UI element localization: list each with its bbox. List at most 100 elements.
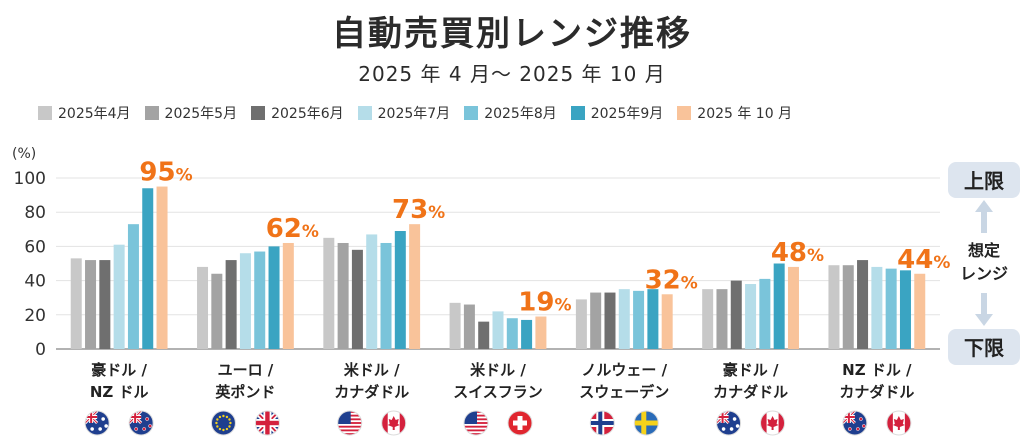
peak-label-suffix: % — [807, 246, 824, 266]
ca-flag-body — [381, 411, 406, 435]
us-flag-body — [337, 411, 362, 435]
bar — [99, 260, 111, 349]
category-label: 米ドル / — [344, 361, 400, 379]
au-flag — [716, 410, 742, 436]
peak-label-value: 48 — [771, 238, 807, 268]
legend: 2025年4月 2025年5月 2025年6月 2025年7月 2025年8月 2025年… — [38, 100, 998, 126]
us-flag-shape — [464, 429, 488, 432]
peak-label-suffix: % — [428, 203, 445, 223]
bar — [716, 289, 728, 349]
bar — [759, 278, 771, 349]
ca-flag — [381, 410, 407, 436]
y-tick-label: 40 — [24, 272, 46, 292]
bar — [254, 251, 266, 349]
eu-flag-shape — [215, 421, 218, 425]
peak-label-value: 44 — [897, 245, 933, 275]
nz-flag-shape — [859, 417, 863, 421]
chart-subtitle: 2025 年 4 月～ 2025 年 10 月 — [358, 62, 666, 86]
ch-flag — [507, 410, 533, 436]
bar — [828, 265, 840, 349]
arrow-down-icon — [975, 293, 993, 326]
expected-range-label-line1: 想定 — [967, 241, 1000, 260]
au-flag — [84, 410, 110, 436]
au-flag-part — [84, 410, 110, 436]
legend-item: 2025年4月 — [38, 103, 131, 123]
peak-label-value: 73 — [392, 195, 428, 225]
au-flag-part — [716, 410, 742, 436]
eu-flag-part — [210, 410, 236, 436]
bar — [225, 260, 237, 349]
peak-label: 44% — [897, 245, 950, 275]
bar — [492, 311, 504, 349]
us-flag-body — [464, 411, 488, 435]
lower-limit-label: 下限 — [964, 336, 1004, 360]
eu-flag-shape — [218, 415, 222, 419]
legend-label: 2025年4月 — [58, 106, 131, 122]
peak-label: 32% — [645, 265, 698, 295]
nz-flag-shape — [145, 417, 149, 421]
category-label: カナダドル — [334, 383, 409, 401]
ca-flag-body — [886, 411, 911, 435]
us-flag-part — [337, 410, 363, 436]
bar — [282, 242, 294, 349]
bar — [871, 266, 883, 349]
ca-flag-shape — [387, 416, 400, 430]
category-label: 英ポンド — [215, 383, 275, 401]
peak-label: 19% — [518, 288, 571, 318]
bar — [730, 280, 742, 349]
y-tick-label: 60 — [24, 237, 46, 257]
legend-swatch — [251, 106, 266, 120]
bar — [323, 237, 335, 349]
eu-flag — [210, 410, 236, 436]
legend-label: 2025年5月 — [164, 106, 238, 122]
ca-flag — [760, 410, 786, 436]
eu-flag-shape — [228, 425, 231, 428]
legend-label: 2025年9月 — [590, 106, 664, 122]
bar — [366, 234, 378, 349]
bar — [268, 246, 280, 349]
legend-item: 2025年8月 — [464, 103, 557, 123]
bar — [535, 316, 547, 349]
peak-label: 48% — [771, 238, 824, 268]
se-flag-body — [634, 411, 659, 435]
bar — [113, 244, 125, 349]
category-label: カナダドル — [713, 383, 788, 401]
category-label: カナダドル — [839, 383, 914, 401]
legend-item: 2025年6月 — [251, 103, 344, 123]
category-label: スウェーデン — [579, 383, 669, 401]
nz-flag — [128, 410, 154, 436]
ca-flag-shape — [381, 411, 388, 435]
uk-flag-part — [254, 410, 280, 436]
us-flag-shape — [337, 429, 362, 432]
no-flag-shape — [598, 411, 603, 435]
no-flag-body — [590, 411, 615, 435]
ch-flag-body — [508, 411, 532, 435]
nz-flag-shape — [148, 424, 152, 428]
nz-flag-shape — [862, 424, 866, 428]
category-label: ユーロ / — [218, 361, 274, 379]
bar — [899, 270, 911, 349]
bar — [842, 265, 854, 349]
peak-label: 73% — [392, 195, 445, 225]
bar — [156, 186, 168, 349]
category-label: 米ドル / — [470, 361, 526, 379]
us-flag-shape — [337, 411, 351, 424]
bar — [127, 224, 139, 349]
peak-label: 95% — [139, 158, 192, 188]
us-flag-shape — [337, 425, 362, 428]
ca-flag-shape — [886, 411, 893, 435]
bar — [647, 289, 659, 349]
peak-label-value: 19 — [518, 288, 554, 318]
bar — [70, 258, 82, 349]
legend-swatch — [144, 106, 159, 120]
us-flag-shape — [464, 425, 488, 428]
bar — [914, 273, 926, 349]
ca-flag-shape — [760, 411, 767, 435]
bar — [351, 249, 363, 349]
upper-limit-box — [948, 162, 1020, 198]
au-flag-shape — [98, 427, 102, 431]
category-label: 豪ドル / — [91, 361, 147, 379]
bar — [773, 263, 785, 349]
no-flag-part — [589, 410, 615, 436]
